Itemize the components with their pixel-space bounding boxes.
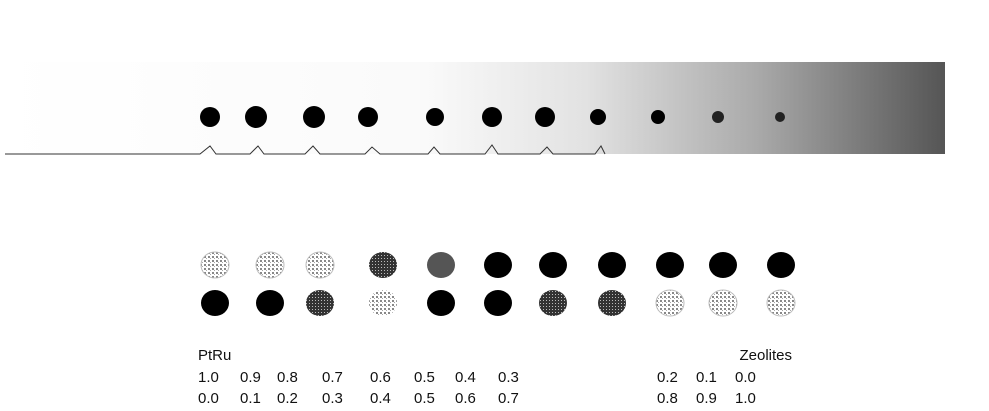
composition-value: 0.0: [735, 369, 756, 386]
circle-top: [767, 252, 795, 278]
circle-bottom: [766, 289, 796, 317]
label-left: PtRu: [198, 347, 231, 364]
circle-grid: [200, 251, 796, 317]
composition-value: 1.0: [735, 390, 756, 407]
circle-top: [305, 251, 335, 279]
spot: [358, 107, 378, 127]
composition-value: 0.7: [322, 369, 343, 386]
circle-bottom: [427, 290, 455, 316]
circle-top: [656, 252, 684, 278]
composition-value: 1.0: [198, 369, 219, 386]
composition-value: 0.7: [498, 390, 519, 407]
circle-top: [427, 252, 455, 278]
circle-top: [539, 252, 567, 278]
circle-bottom: [598, 290, 626, 316]
composition-value: 0.2: [277, 390, 298, 407]
spot: [303, 106, 325, 128]
composition-value: 0.6: [455, 390, 476, 407]
composition-value: 0.5: [414, 390, 435, 407]
composition-value: 0.0: [198, 390, 219, 407]
spot: [426, 108, 444, 126]
circle-top: [255, 251, 285, 279]
circle-bottom: [369, 290, 397, 316]
spot: [482, 107, 502, 127]
circle-top: [484, 252, 512, 278]
circle-bottom: [655, 289, 685, 317]
spot: [712, 111, 724, 123]
circle-top: [709, 252, 737, 278]
composition-value: 0.3: [322, 390, 343, 407]
composition-value: 0.6: [370, 369, 391, 386]
composition-value: 0.9: [696, 390, 717, 407]
composition-value: 0.8: [277, 369, 298, 386]
composition-value: 0.2: [657, 369, 678, 386]
trace: [5, 144, 606, 155]
spot: [590, 109, 606, 125]
composition-rows: 1.0 0.9 0.8 0.7 0.6 0.5 0.4 0.3 0.2 0.1 0.0 0.0 0.1 0…: [198, 369, 756, 407]
circle-bottom: [256, 290, 284, 316]
composition-value: 0.3: [498, 369, 519, 386]
spots: [200, 106, 785, 128]
spot: [651, 110, 665, 124]
circle-bottom: [484, 290, 512, 316]
spot: [775, 112, 785, 122]
spot: [200, 107, 220, 127]
circle-top: [369, 252, 397, 278]
composition-value: 0.1: [240, 390, 261, 407]
composition-value: 0.1: [696, 369, 717, 386]
spot: [535, 107, 555, 127]
composition-value: 0.8: [657, 390, 678, 407]
circle-top: [598, 252, 626, 278]
circle-top: [200, 251, 230, 279]
composition-value: 0.5: [414, 369, 435, 386]
spot: [245, 106, 267, 128]
circle-bottom: [708, 289, 738, 317]
label-right: Zeolites: [739, 347, 792, 364]
test-strip: [0, 62, 945, 154]
composition-value: 0.4: [455, 369, 476, 386]
circle-bottom: [306, 290, 334, 316]
composition-value: 0.4: [370, 390, 391, 407]
circle-bottom: [201, 290, 229, 316]
circle-bottom: [539, 290, 567, 316]
composition-value: 0.9: [240, 369, 261, 386]
